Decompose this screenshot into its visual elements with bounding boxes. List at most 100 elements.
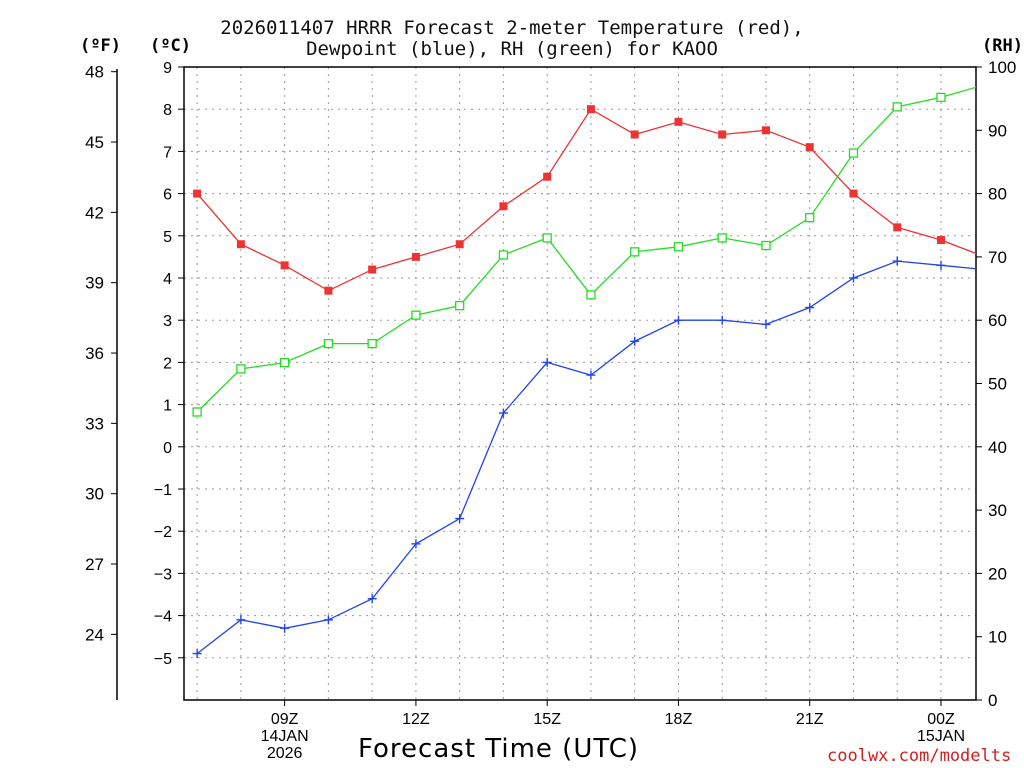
temperature-point (630, 130, 639, 139)
rh-point (367, 338, 377, 349)
dewpoint-point (236, 615, 246, 625)
x-tick-label: 00Z (927, 711, 955, 728)
temperature-point (368, 265, 377, 274)
temperature-point (936, 236, 945, 245)
celsius-tick-label: 3 (163, 313, 172, 330)
dewpoint-point (542, 357, 552, 367)
rh-tick-label: 90 (988, 121, 1007, 140)
celsius-tick-label: 7 (163, 144, 172, 161)
dewpoint-point (761, 319, 771, 329)
rh-point (630, 247, 640, 257)
temperature-point (236, 240, 245, 249)
dewpoint-point (411, 539, 421, 549)
rh-point (936, 92, 946, 103)
rh-point (411, 310, 421, 320)
dewpoint-point (323, 615, 333, 625)
rh-point (981, 81, 989, 89)
rh-point (236, 364, 246, 374)
temperature-point (893, 223, 902, 232)
plot-frame (183, 66, 977, 701)
celsius-tick-label: −4 (154, 609, 172, 626)
dewpoint-point (673, 315, 683, 325)
rh-tick-label: 100 (988, 58, 1016, 77)
rh-tick-label: 60 (988, 311, 1007, 330)
temperature-point (324, 286, 333, 295)
x-tick-label: 12Z (402, 711, 430, 728)
rh-point (455, 300, 465, 311)
rh-tick-label: 40 (988, 438, 1007, 457)
x-tick-label: 15JAN (917, 728, 965, 745)
temperature-point (805, 143, 814, 152)
temperature-point (718, 130, 727, 139)
temperature-point (499, 202, 508, 211)
rh-point (805, 213, 815, 223)
dewpoint-point (455, 514, 465, 524)
rh-point (586, 290, 596, 300)
fahrenheit-unit-label: (ºF) (80, 36, 121, 56)
rh-point (892, 102, 902, 112)
rh-point (848, 148, 859, 158)
dewpoint-point (192, 649, 202, 659)
x-tick-label: 18Z (665, 711, 693, 728)
rh-point (673, 242, 684, 252)
celsius-tick-label: 4 (163, 271, 172, 288)
rh-tick-label: 30 (988, 501, 1007, 520)
temperature-point (280, 261, 289, 270)
celsius-tick-label: 9 (163, 60, 172, 77)
rh-tick-label: 10 (988, 628, 1007, 647)
celsius-tick-label: −3 (154, 566, 172, 583)
fahrenheit-tick-label: 27 (85, 555, 104, 574)
rh-point (192, 407, 202, 417)
x-tick-label: 14JAN (261, 728, 309, 745)
celsius-tick-label: 2 (163, 355, 172, 372)
fahrenheit-tick-label: 30 (85, 485, 104, 504)
rh-point (717, 233, 727, 243)
x-axis-label: Forecast Time (UTC) (358, 734, 640, 764)
dewpoint-point (805, 303, 815, 313)
credit-text: coolwx.com/modelts (827, 746, 1012, 766)
celsius-tick-label: 5 (163, 229, 172, 246)
rh-tick-label: 70 (988, 248, 1007, 267)
celsius-unit-label: (ºC) (150, 36, 191, 56)
fahrenheit-tick-label: 24 (85, 625, 104, 644)
temperature-point (411, 252, 420, 261)
temperature-point (586, 105, 595, 114)
celsius-tick-label: −2 (154, 524, 172, 541)
fahrenheit-tick-label: 42 (85, 203, 104, 222)
celsius-tick-label: 1 (163, 398, 172, 415)
rh-point (323, 338, 334, 349)
rh-point (542, 233, 552, 243)
rh-tick-label: 80 (988, 185, 1007, 204)
temperature-point (455, 240, 464, 249)
temperature-point (761, 126, 770, 135)
rh-tick-label: 20 (988, 564, 1007, 583)
chart-title-line-1: 2026011407 HRRR Forecast 2-meter Tempera… (220, 17, 804, 39)
rh-point (761, 240, 771, 251)
fahrenheit-tick-label: 45 (85, 133, 104, 152)
dewpoint-point (936, 260, 946, 270)
dewpoint-point (717, 315, 727, 325)
dewpoint-point (498, 408, 508, 418)
fahrenheit-tick-label: 36 (85, 344, 104, 363)
rh-unit-label: (RH) (982, 36, 1023, 56)
chart-title-line-2: Dewpoint (blue), RH (green) for KAOO (306, 38, 718, 60)
series-group (192, 81, 989, 659)
temperature-point (674, 117, 683, 126)
chart-title: 2026011407 HRRR Forecast 2-meter Tempera… (0, 18, 1024, 60)
dewpoint-point (848, 273, 858, 283)
celsius-tick-label: −5 (154, 651, 172, 668)
celsius-tick-label: 0 (163, 440, 172, 457)
rh-tick-label: 50 (988, 375, 1007, 394)
x-tick-label: 2026 (267, 745, 303, 762)
x-tick-label: 09Z (271, 711, 299, 728)
x-tick-label: 15Z (533, 711, 561, 728)
temperature-point (193, 189, 202, 198)
dewpoint-point (892, 256, 902, 266)
rh-point (498, 250, 509, 260)
fahrenheit-tick-label: 33 (85, 414, 104, 433)
celsius-tick-label: 6 (163, 187, 172, 204)
fahrenheit-tick-label: 39 (85, 274, 104, 293)
temperature-point (849, 189, 858, 198)
celsius-tick-label: −1 (154, 482, 172, 499)
